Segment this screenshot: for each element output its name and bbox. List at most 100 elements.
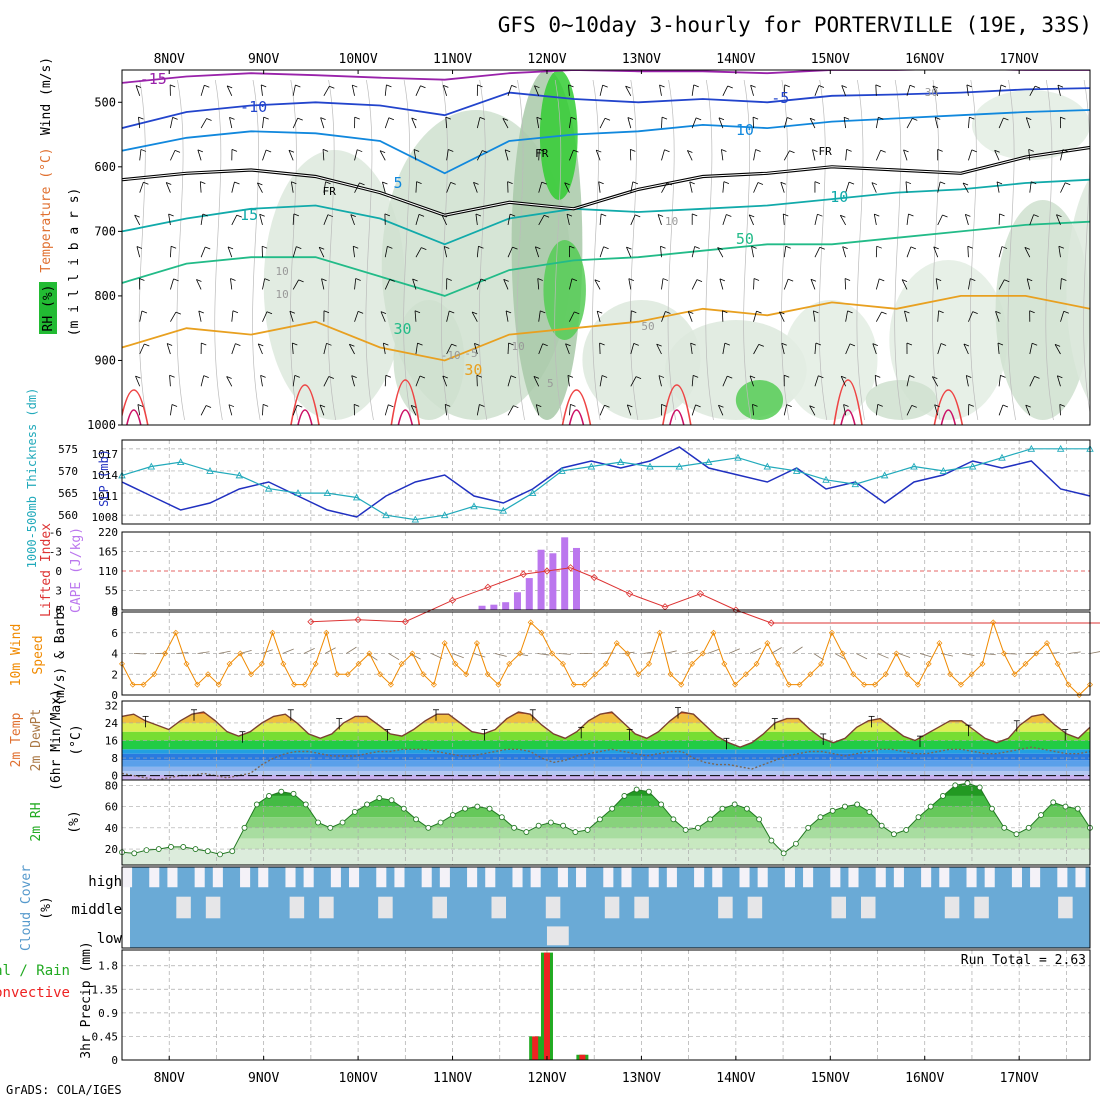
dewpt-axis-label: 2m DewPt bbox=[29, 709, 44, 772]
wind-barb bbox=[473, 182, 478, 193]
wind-barb-feather bbox=[911, 405, 917, 408]
wind-barb-feather bbox=[601, 213, 607, 217]
thickness-marker bbox=[411, 515, 420, 523]
wind-barb-feather bbox=[695, 117, 702, 121]
thickness-marker bbox=[734, 453, 742, 461]
date-tick-label-bottom: 14NOV bbox=[716, 1071, 755, 1086]
wind-barb-feather bbox=[327, 214, 334, 218]
rh-marker bbox=[793, 840, 799, 847]
wind-barb-feather bbox=[935, 278, 942, 281]
wind-barb-feather bbox=[294, 375, 300, 378]
wind10m-tick-label: 0 bbox=[111, 689, 118, 702]
wind-barb-feather bbox=[387, 246, 393, 249]
wind-barb-feather bbox=[196, 279, 202, 282]
cloud-cell-high bbox=[1011, 867, 1022, 888]
wind-barb bbox=[749, 375, 754, 387]
cloud-cell-high bbox=[467, 867, 478, 888]
wind-barb-feather bbox=[421, 247, 427, 250]
rh-shading bbox=[783, 300, 878, 420]
wind-barb-feather bbox=[259, 213, 265, 217]
wind-barb bbox=[753, 311, 757, 322]
wind-barb bbox=[384, 404, 389, 416]
precip-convective-label: Convective bbox=[0, 985, 70, 1001]
date-tick-label: 16NOV bbox=[905, 52, 944, 67]
wind10m-marker bbox=[581, 681, 588, 688]
wind-barb bbox=[354, 149, 358, 161]
wind-barb bbox=[410, 405, 417, 416]
wind-barb bbox=[748, 214, 754, 226]
wind-barb-feather bbox=[476, 374, 483, 378]
thickness-marker bbox=[968, 462, 977, 470]
wind-barb bbox=[906, 118, 913, 129]
wind-barb bbox=[262, 117, 265, 129]
cloud-axis-label: Cloud Cover bbox=[19, 865, 34, 951]
wind10m-marker bbox=[1065, 681, 1072, 688]
wind-barb bbox=[1056, 375, 1061, 387]
wind-barb-feather bbox=[446, 278, 452, 281]
contour-label: 30 bbox=[925, 86, 938, 99]
wind10m-marker bbox=[473, 640, 480, 647]
wind-barb-feather bbox=[297, 117, 303, 121]
wind10m-barb bbox=[452, 653, 464, 659]
wind-barb bbox=[231, 343, 236, 355]
wind-barb-feather bbox=[693, 84, 699, 88]
warm-contour-inner bbox=[940, 409, 957, 425]
cloud-row-high: high bbox=[88, 874, 122, 890]
wind10m-marker bbox=[635, 671, 642, 678]
rh-marker bbox=[1013, 831, 1020, 838]
wind-barb bbox=[656, 343, 662, 355]
rh-marker bbox=[768, 837, 775, 844]
wind-barb bbox=[595, 149, 601, 161]
wind-barb-feather bbox=[1065, 182, 1071, 186]
wind-barb-feather bbox=[727, 375, 733, 379]
wind-barb-feather bbox=[809, 117, 816, 121]
wind10m-barb bbox=[919, 653, 932, 658]
wind-barb-feather bbox=[139, 278, 145, 281]
wind-barb bbox=[1058, 246, 1061, 258]
wind10m-marker bbox=[592, 671, 599, 678]
wind-barb bbox=[599, 213, 602, 225]
wind-barb-feather bbox=[594, 279, 600, 283]
wind-barb-feather bbox=[689, 181, 695, 185]
rh-contour bbox=[478, 79, 488, 421]
cape-bar bbox=[490, 604, 498, 610]
wind10m-marker bbox=[861, 681, 868, 688]
wind-barb bbox=[661, 311, 666, 322]
wind-barb-feather bbox=[749, 375, 756, 379]
wind-barb-feather bbox=[881, 311, 887, 315]
wind-barb-feather bbox=[262, 245, 268, 249]
rh-marker bbox=[976, 784, 983, 791]
wind-barb bbox=[536, 117, 540, 129]
rh-tick-label: 80 bbox=[105, 779, 118, 792]
warm-contour-inner bbox=[568, 409, 585, 425]
wind-barb-feather bbox=[540, 310, 546, 314]
wind-barb-feather bbox=[717, 247, 723, 250]
wind-barb bbox=[538, 215, 545, 226]
wind-barb-feather bbox=[261, 84, 267, 88]
wind10m-barb bbox=[622, 651, 635, 654]
wind10m-marker bbox=[689, 660, 696, 667]
wind-barb-feather bbox=[171, 404, 178, 407]
wind-barb-feather bbox=[1000, 84, 1007, 88]
cloud-cell-high bbox=[984, 867, 995, 888]
wind-barb bbox=[569, 404, 571, 416]
wind-barb-feather bbox=[169, 374, 175, 378]
rh-marker bbox=[829, 807, 836, 814]
wind-barb-feather bbox=[1000, 374, 1006, 378]
thickness-marker bbox=[792, 467, 801, 474]
wind-barb bbox=[382, 181, 386, 193]
wind10m-marker bbox=[291, 681, 298, 688]
wind-barb bbox=[231, 214, 238, 226]
wind-barb-feather bbox=[414, 310, 421, 314]
cloud-cell-high bbox=[648, 867, 659, 888]
temperature-band bbox=[122, 760, 1090, 767]
cloud-cell-high bbox=[666, 867, 677, 888]
wind10m-marker bbox=[506, 660, 513, 667]
wind-barb bbox=[626, 404, 632, 416]
wind10m-marker bbox=[904, 671, 911, 678]
rh-marker bbox=[596, 816, 603, 823]
wind-barb-feather bbox=[507, 181, 513, 185]
wind-barb-feather bbox=[971, 149, 977, 153]
lifted-index-marker bbox=[401, 618, 409, 626]
wind10m-barb bbox=[1089, 651, 1100, 654]
